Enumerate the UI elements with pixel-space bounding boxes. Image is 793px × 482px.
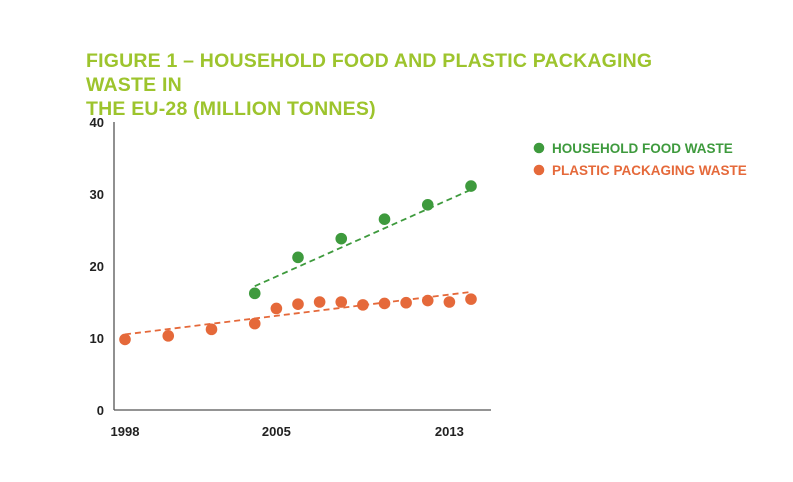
axes: 0 10 20 30 40 1998 2005 2013 <box>90 115 491 439</box>
plastic-data-point <box>357 299 369 311</box>
plastic-data-point <box>421 294 434 307</box>
y-tick-label: 0 <box>97 403 104 418</box>
chart-title-line-2: THE EU-28 (MILLION TONNES) <box>86 98 376 120</box>
food-data-point <box>378 213 391 225</box>
plastic-data-point <box>335 296 348 308</box>
x-tick-label: 2013 <box>435 424 464 439</box>
plastic-data-point <box>400 296 412 309</box>
plastic-data-point <box>292 298 304 310</box>
x-tick-label: 2005 <box>262 424 291 439</box>
legend: HOUSEHOLD FOOD WASTE PLASTIC PACKAGING WA… <box>533 141 747 178</box>
food-legend-label: HOUSEHOLD FOOD WASTE <box>552 141 733 156</box>
data-points <box>119 180 477 346</box>
food-legend-marker <box>533 142 545 154</box>
trend-lines <box>124 188 472 336</box>
food-data-point <box>465 180 477 192</box>
food-data-point <box>335 232 348 245</box>
plastic-data-point <box>465 293 477 305</box>
y-tick-label: 20 <box>90 259 104 274</box>
food-data-point <box>421 199 434 211</box>
chart-title-line-1: FIGURE 1 – HOUSEHOLD FOOD AND PLASTIC PA… <box>86 50 653 96</box>
plastic-data-point <box>162 330 175 342</box>
plastic-data-point <box>205 323 218 336</box>
plastic-data-point <box>248 317 261 330</box>
plastic-data-point <box>378 297 391 310</box>
plastic-legend-marker <box>533 164 545 176</box>
plastic-data-point <box>270 302 283 315</box>
y-tick-label: 40 <box>90 115 104 130</box>
chart-title: FIGURE 1 – HOUSEHOLD FOOD AND PLASTIC PA… <box>86 49 726 121</box>
plastic-trend-line <box>124 291 472 336</box>
food-trend-line <box>254 188 472 287</box>
plastic-data-point <box>443 296 456 308</box>
y-tick-label: 30 <box>90 187 104 202</box>
x-tick-label: 1998 <box>111 424 140 439</box>
y-tick-label: 10 <box>90 331 104 346</box>
plastic-data-point <box>313 296 326 308</box>
food-data-point <box>292 251 304 264</box>
plastic-legend-label: PLASTIC PACKAGING WASTE <box>552 163 747 178</box>
plastic-data-point <box>119 333 131 346</box>
food-data-point <box>248 287 261 300</box>
